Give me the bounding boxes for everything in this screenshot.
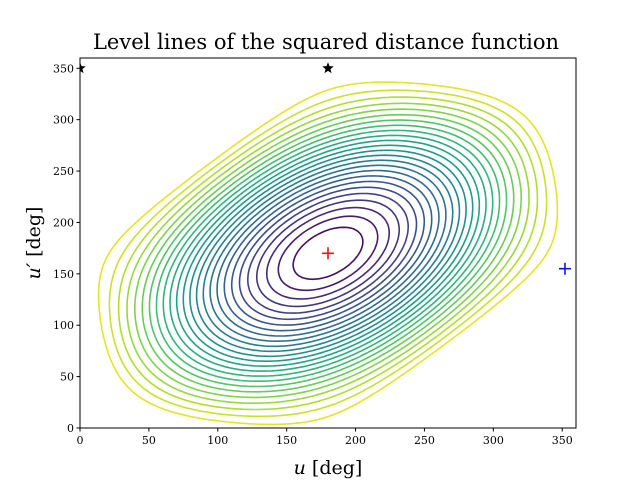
contour-level-line [108,89,548,418]
y-axis-label: u′ [deg] [23,207,45,280]
contour-level-line [223,175,433,332]
y-tick-label: 0 [67,422,74,435]
contour-level-line [155,124,501,382]
y-tick-label: 350 [53,62,74,75]
x-tick-label: 300 [483,434,504,447]
saddle-2-marker [80,62,86,74]
chart-title: Level lines of the squared distance func… [93,30,559,54]
contour-level-line [189,149,467,358]
y-tick-label: 250 [53,165,74,178]
x-axis-unit: [deg] [312,457,362,479]
x-axis-ticks: 0 50 100 150 200 250 300 350 [77,428,573,447]
y-tick-label: 100 [53,319,74,332]
contour-level-line [148,119,508,388]
contour-level-line [117,96,539,411]
contour-level-line [162,129,494,377]
contour-level-line [182,144,474,362]
minimum-marker [558,262,571,275]
saddle-1-marker [322,62,334,74]
critical-point-markers [80,62,571,275]
x-tick-label: 0 [77,434,84,447]
contour-level-line [266,206,390,300]
x-tick-label: 50 [142,434,156,447]
x-tick-label: 200 [345,434,366,447]
x-axis-variable: u [294,457,306,479]
contour-level-line [209,164,447,342]
contour-level-line [195,154,461,353]
plot-frame [79,57,577,429]
x-tick-label: 150 [276,434,297,447]
contour-level-line [97,81,559,426]
y-tick-label: 300 [53,114,74,127]
y-tick-label: 200 [53,216,74,229]
y-tick-label: 50 [60,371,74,384]
contour-level-line [141,113,515,393]
y-tick-label: 150 [53,268,74,281]
y-axis-unit: [deg] [23,207,45,257]
maximum-marker [322,247,334,260]
contour-level-line [247,192,409,314]
contour-lines [97,81,559,426]
contour-level-line [202,159,454,348]
contour-level-line [169,134,487,372]
contour-level-line [134,108,522,399]
x-tick-label: 250 [414,434,435,447]
contour-level-line [175,139,481,367]
y-axis-ticks: 0 50 100 150 200 250 300 350 [53,62,80,435]
x-tick-label: 350 [552,434,573,447]
contour-level-line [126,102,530,404]
contour-level-line [216,169,440,337]
x-axis-label: u [deg] [294,457,363,479]
x-tick-label: 100 [207,434,228,447]
contour-level-line [277,215,379,292]
contour-level-line [292,226,364,281]
contour-level-line [238,186,418,321]
contour-level-line [256,199,400,308]
y-axis-variable: u′ [23,262,45,279]
contour-level-line [230,180,426,326]
